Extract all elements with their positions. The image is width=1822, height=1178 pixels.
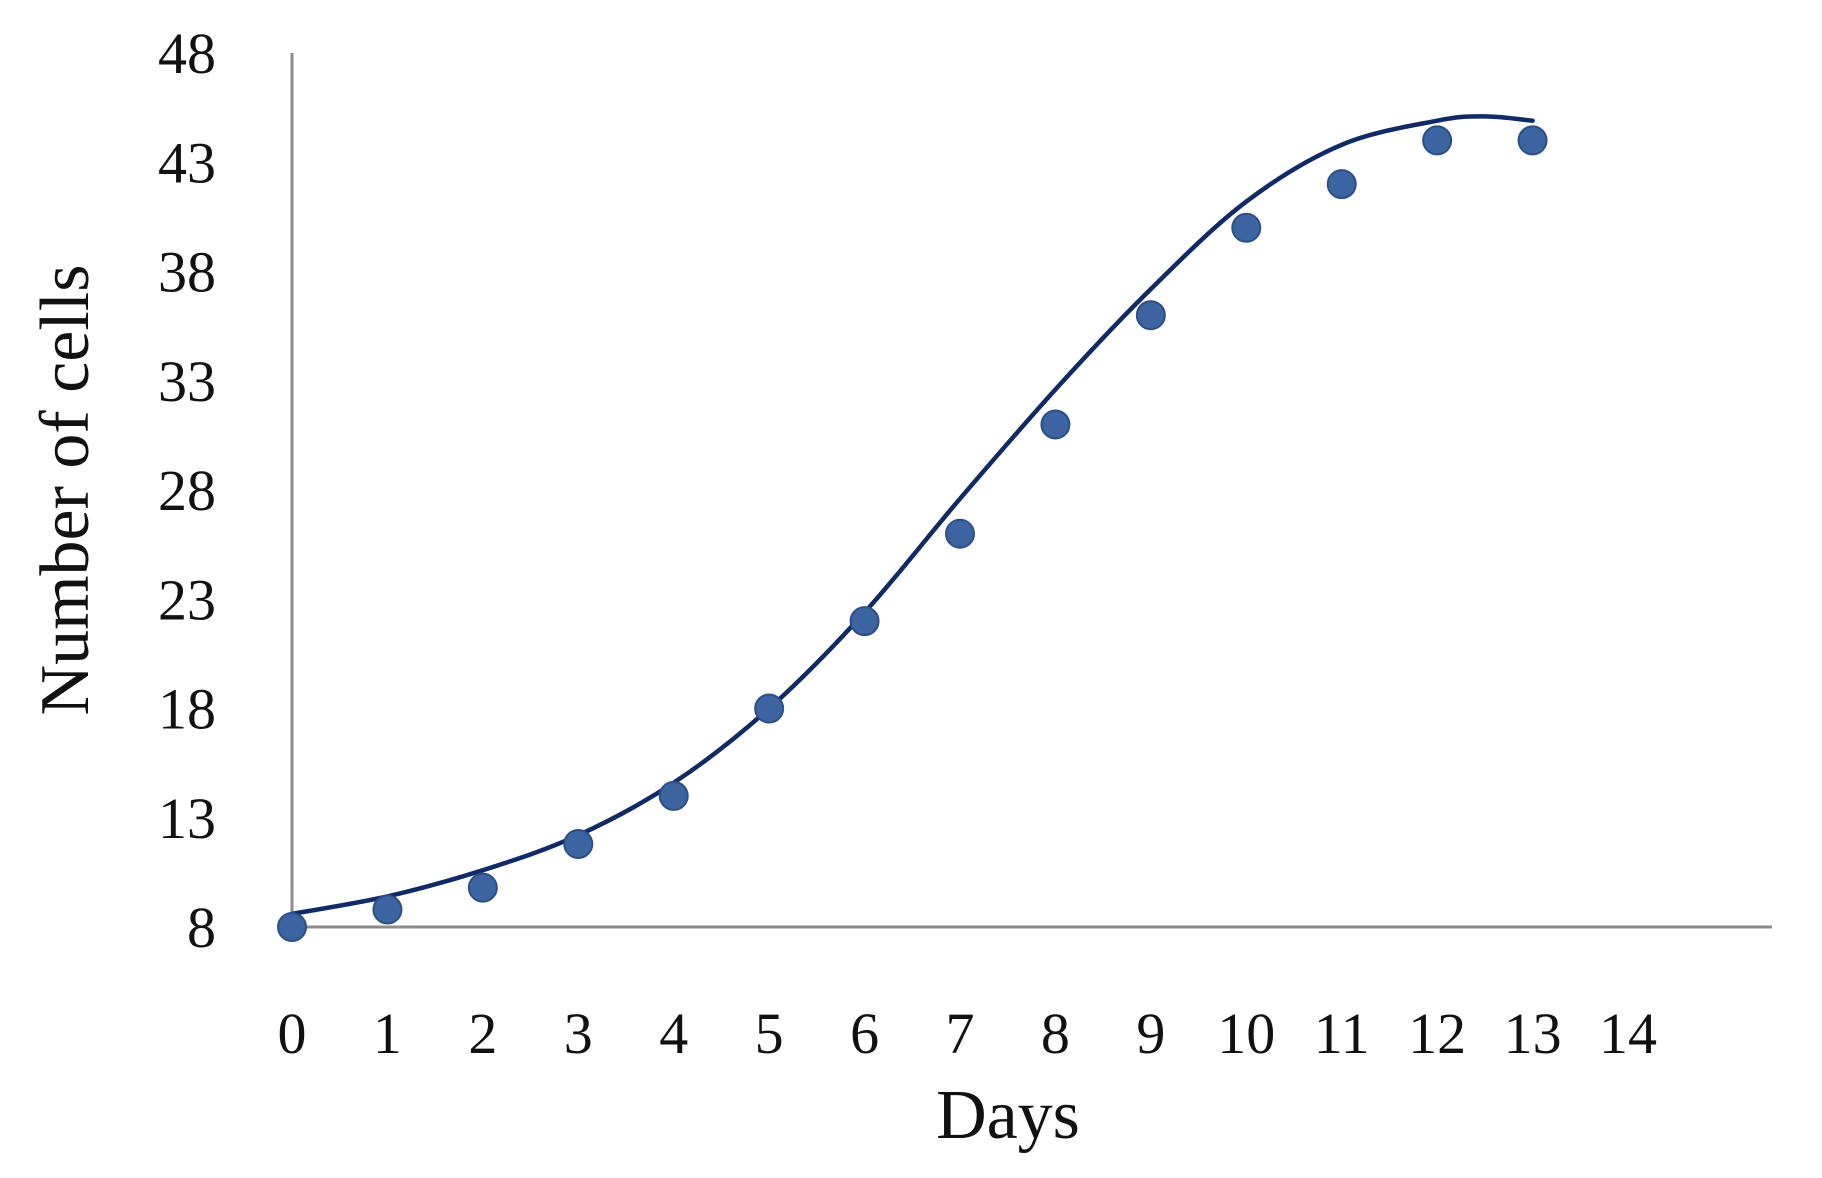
x-axis-title: Days <box>936 1077 1080 1154</box>
y-tick-label: 33 <box>158 349 216 414</box>
x-tick-label: 8 <box>1041 1001 1070 1066</box>
data-point <box>658 780 689 811</box>
x-tick-label: 12 <box>1408 1001 1466 1066</box>
fitted-curve-line <box>289 114 1535 917</box>
data-point <box>1040 409 1071 440</box>
data-point <box>1135 300 1166 331</box>
x-tick-label: 10 <box>1217 1001 1275 1066</box>
fitted-curve <box>289 114 1535 917</box>
x-tick-label: 9 <box>1136 1001 1165 1066</box>
data-point <box>1517 125 1548 156</box>
data-point <box>277 912 307 942</box>
y-tick-label: 23 <box>158 567 216 632</box>
x-tick-label: 1 <box>373 1001 402 1066</box>
data-point <box>1422 125 1453 156</box>
y-tick-label: 38 <box>158 240 216 305</box>
x-tick-label: 0 <box>278 1001 307 1066</box>
y-axis-title: Number of cells <box>27 265 104 716</box>
x-tick-label: 3 <box>564 1001 593 1066</box>
data-point <box>372 894 403 925</box>
data-point <box>467 872 498 903</box>
x-tick-label: 6 <box>850 1001 879 1066</box>
data-points <box>277 125 1548 942</box>
y-tick-label: 48 <box>158 21 216 86</box>
data-point <box>945 518 975 549</box>
data-point <box>1231 212 1262 243</box>
y-tick-label: 28 <box>158 458 216 523</box>
x-tick-label: 5 <box>755 1001 784 1066</box>
data-point <box>1326 169 1357 200</box>
data-point <box>849 606 880 637</box>
x-tick-label: 11 <box>1314 1001 1370 1066</box>
x-tick-label: 2 <box>468 1001 497 1066</box>
x-tick-label: 7 <box>946 1001 975 1066</box>
x-tick-label: 14 <box>1599 1001 1657 1066</box>
y-tick-label: 8 <box>187 895 216 960</box>
data-point <box>754 693 785 724</box>
y-tick-label: 43 <box>158 130 216 195</box>
x-tick-label: 4 <box>659 1001 688 1066</box>
y-tick-label: 13 <box>158 786 216 851</box>
y-tick-label: 18 <box>158 677 216 742</box>
axes <box>290 53 1772 929</box>
x-tick-label: 13 <box>1504 1001 1562 1066</box>
data-point <box>563 828 594 859</box>
